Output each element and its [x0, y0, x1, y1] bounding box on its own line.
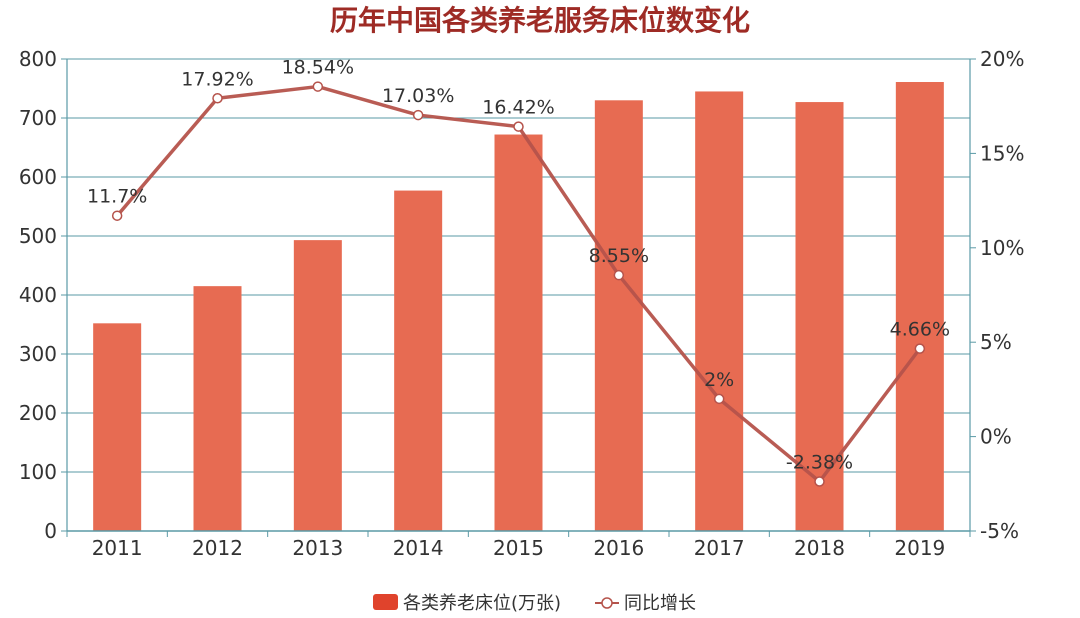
bar-2012[interactable] [193, 286, 242, 531]
left-axis-tick-label: 200 [19, 401, 57, 425]
bar-2014[interactable] [394, 190, 443, 531]
left-axis-tick-label: 400 [19, 283, 57, 307]
legend-bar-label[interactable]: 各类养老床位(万张) [403, 593, 561, 614]
x-axis-tick-label: 2017 [694, 536, 745, 560]
right-axis-tick-label: 0% [980, 425, 1012, 449]
left-axis-tick-label: 700 [19, 106, 57, 130]
chart-title: 历年中国各类养老服务床位数变化 [330, 4, 750, 37]
growth-point-2016[interactable] [613, 269, 625, 281]
x-axis-tick-label: 2018 [794, 536, 845, 560]
line-series [111, 81, 926, 487]
x-axis-tick-label: 2011 [92, 536, 143, 560]
bar-2019[interactable] [895, 82, 944, 531]
growth-data-label: 11.7% [87, 186, 147, 208]
x-axis-tick-label: 2019 [894, 536, 945, 560]
right-axis-tick-label: -5% [980, 519, 1019, 543]
growth-data-label: 4.66% [890, 319, 950, 341]
right-axis-tick-label: 5% [980, 330, 1012, 354]
growth-data-label: 2% [704, 369, 734, 391]
bar-2011[interactable] [93, 323, 142, 531]
x-axis-tick-label: 2016 [593, 536, 644, 560]
bar-series [93, 82, 944, 532]
right-axis-tick-label: 10% [980, 236, 1024, 260]
growth-point-2014[interactable] [412, 109, 424, 121]
left-axis-tick-label: 300 [19, 342, 57, 366]
data-labels: 11.7% 17.92% 18.54% 17.03% 16.42% 8.55% 2% -2.3… [87, 57, 950, 474]
left-axis-tick-label: 0 [44, 519, 57, 543]
growth-data-label: 18.54% [282, 57, 354, 79]
legend[interactable]: 各类养老床位(万张) 同比增长 [373, 593, 696, 614]
left-axis-tick-label: 100 [19, 460, 57, 484]
x-axis-tick-label: 2015 [493, 536, 544, 560]
bar-2013[interactable] [293, 240, 342, 531]
bar-2016[interactable] [594, 100, 643, 532]
growth-point-2019[interactable] [914, 343, 926, 354]
legend-line-marker [601, 597, 613, 609]
growth-point-2017[interactable] [713, 393, 725, 405]
growth-point-2018[interactable] [814, 476, 825, 487]
growth-point-2013[interactable] [312, 81, 324, 92]
x-axis-tick-label: 2012 [192, 536, 243, 560]
growth-data-label: 8.55% [589, 245, 649, 267]
growth-data-label: 17.03% [382, 85, 454, 107]
right-axis-tick-label: 15% [980, 141, 1024, 165]
x-axis-tick-label: 2013 [292, 536, 343, 560]
bar-2017[interactable] [695, 91, 744, 531]
growth-data-label: 16.42% [482, 97, 554, 119]
growth-point-2011[interactable] [111, 210, 123, 221]
growth-data-label: -2.38% [786, 452, 853, 474]
growth-point-2012[interactable] [212, 93, 223, 104]
axes: 0 100 200 300 400 500 600 700 800 -5% 0% 5% 10% 15% 20… [19, 47, 1025, 560]
x-axis-tick-label: 2014 [393, 536, 444, 560]
legend-bar-swatch[interactable] [373, 594, 398, 610]
bar-2015[interactable] [494, 134, 543, 531]
left-axis-tick-label: 600 [19, 165, 57, 189]
left-axis-tick-label: 800 [19, 47, 57, 71]
right-axis-tick-label: 20% [980, 47, 1024, 71]
growth-data-label: 17.92% [181, 68, 253, 90]
legend-line-label[interactable]: 同比增长 [624, 593, 696, 614]
left-axis-tick-label: 500 [19, 224, 57, 248]
growth-point-2015[interactable] [513, 121, 524, 132]
